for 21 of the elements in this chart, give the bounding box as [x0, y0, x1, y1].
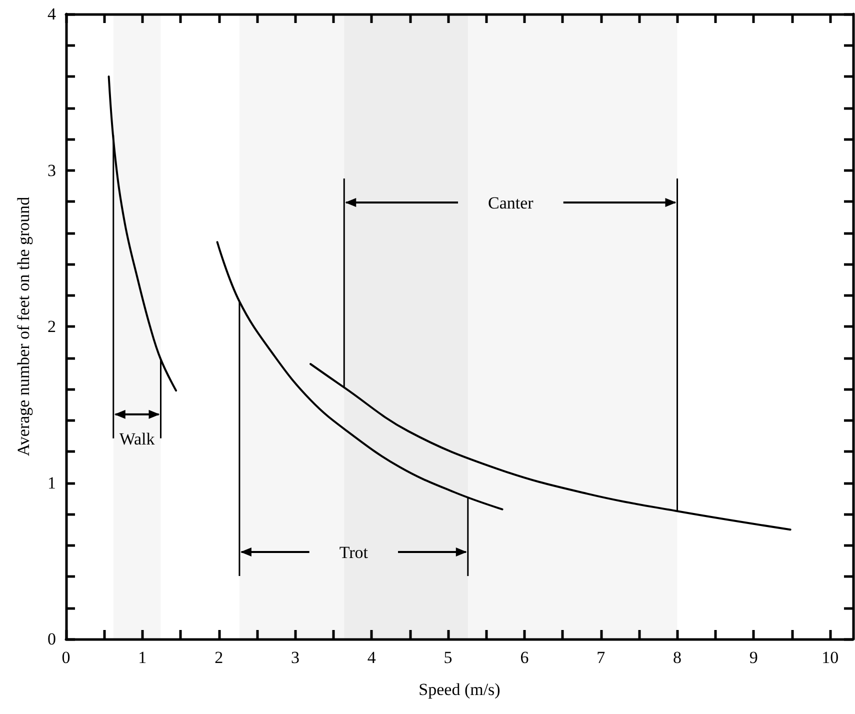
- x-tick-label: 5: [444, 648, 452, 667]
- x-tick-label: 3: [290, 648, 300, 667]
- y-tick-label: 0: [48, 630, 56, 648]
- y-tick-label: 3: [48, 160, 56, 180]
- x-tick-label: 10: [822, 648, 839, 667]
- x-tick-label: 4: [367, 648, 376, 667]
- band-label: Trot: [339, 543, 368, 562]
- band-label: Canter: [488, 193, 534, 212]
- x-tick-label: 9: [749, 648, 758, 667]
- x-tick-label: 1: [138, 648, 147, 667]
- y-tick-label: 2: [48, 317, 56, 336]
- band-label: Walk: [119, 429, 156, 448]
- x-tick-label: 0: [62, 648, 70, 667]
- x-tick-label: 7: [596, 648, 606, 667]
- y-axis-title: Average number of feet on the ground: [14, 196, 33, 456]
- x-tick-label: 2: [214, 648, 224, 667]
- y-tick-label: 1: [48, 473, 56, 492]
- x-tick-label: 6: [520, 648, 529, 667]
- y-tick-label: 4: [48, 4, 56, 24]
- x-axis-title: Speed (m/s): [418, 680, 500, 699]
- x-tick-label: 8: [673, 648, 682, 667]
